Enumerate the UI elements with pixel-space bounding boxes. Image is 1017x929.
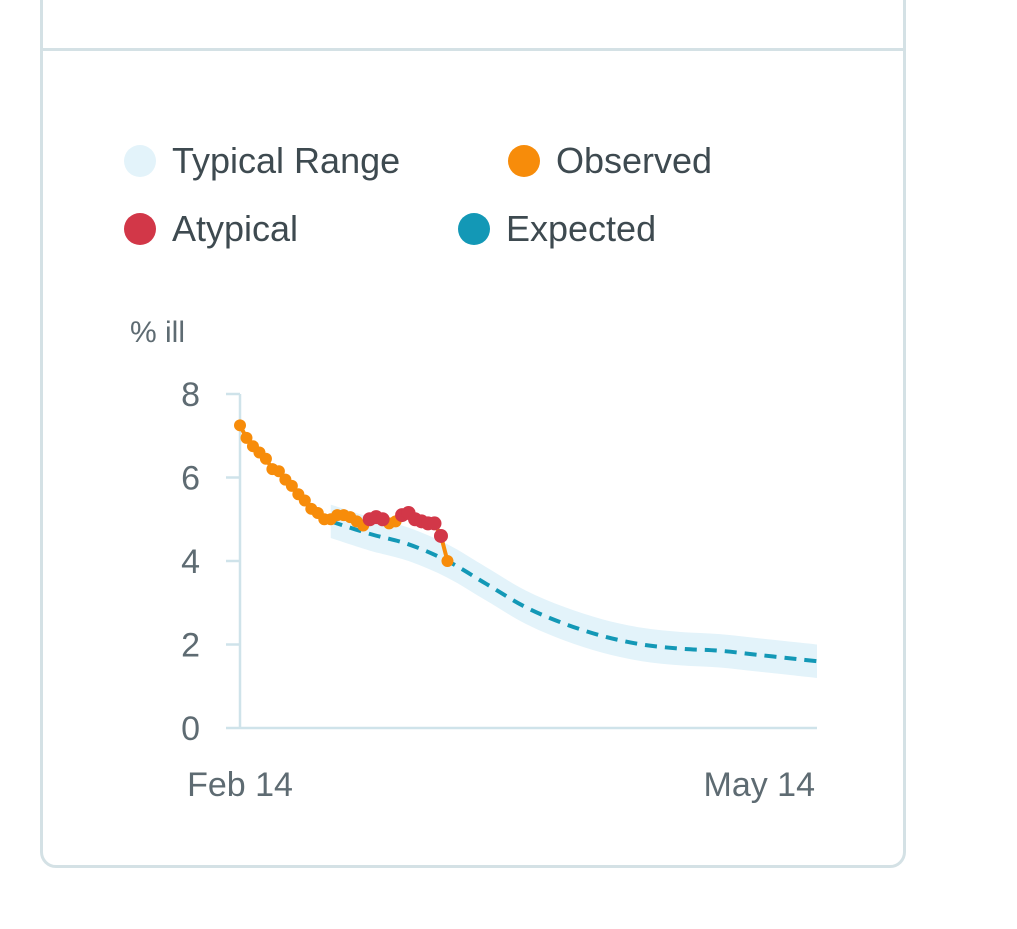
y-tick-label: 6 bbox=[181, 460, 200, 498]
legend-typical-range-label: Typical Range bbox=[172, 140, 401, 181]
observed-point bbox=[441, 555, 454, 567]
atypical-point bbox=[375, 512, 390, 527]
observed-point bbox=[285, 479, 298, 492]
typical-range-band bbox=[330, 504, 817, 678]
atypical-point bbox=[427, 516, 442, 531]
typical-range-layer bbox=[330, 504, 817, 678]
y-tick-label: 4 bbox=[181, 543, 200, 581]
y-tick-label: 8 bbox=[181, 376, 200, 414]
legend-atypical-label: Atypical bbox=[172, 208, 299, 249]
x-tick-label: Feb 14 bbox=[187, 766, 293, 804]
y-tick-label: 0 bbox=[181, 710, 200, 748]
atypical-layer bbox=[362, 505, 448, 543]
chart-card bbox=[40, 0, 906, 868]
observed-point bbox=[272, 465, 285, 478]
legend-typical-range: Typical Range bbox=[124, 140, 400, 182]
observed-point bbox=[259, 452, 272, 465]
atypical-point bbox=[433, 528, 448, 543]
expected-line bbox=[330, 519, 818, 664]
legend-atypical: Atypical bbox=[124, 208, 298, 250]
legend-typical-range-swatch bbox=[124, 145, 156, 177]
legend-observed-label: Observed bbox=[556, 140, 713, 181]
legend-expected: Expected bbox=[458, 208, 656, 250]
expected-layer bbox=[330, 519, 818, 664]
legend-observed-swatch bbox=[508, 145, 540, 177]
y-tick-label: 2 bbox=[181, 627, 200, 665]
y-axis-label: % ill bbox=[130, 316, 185, 349]
observed-point bbox=[240, 431, 253, 444]
legend-atypical-swatch bbox=[124, 213, 156, 245]
legend-expected-label: Expected bbox=[506, 208, 657, 249]
x-tick-label: May 14 bbox=[704, 766, 816, 804]
card-divider bbox=[40, 48, 906, 51]
axes bbox=[226, 392, 817, 730]
observed-point bbox=[298, 494, 311, 507]
observed-point bbox=[234, 419, 246, 432]
tick-labels: 0 2 4 6 8 Feb 14 May 14 bbox=[181, 376, 815, 804]
legend-expected-swatch bbox=[458, 213, 490, 245]
legend-observed: Observed bbox=[508, 140, 712, 182]
